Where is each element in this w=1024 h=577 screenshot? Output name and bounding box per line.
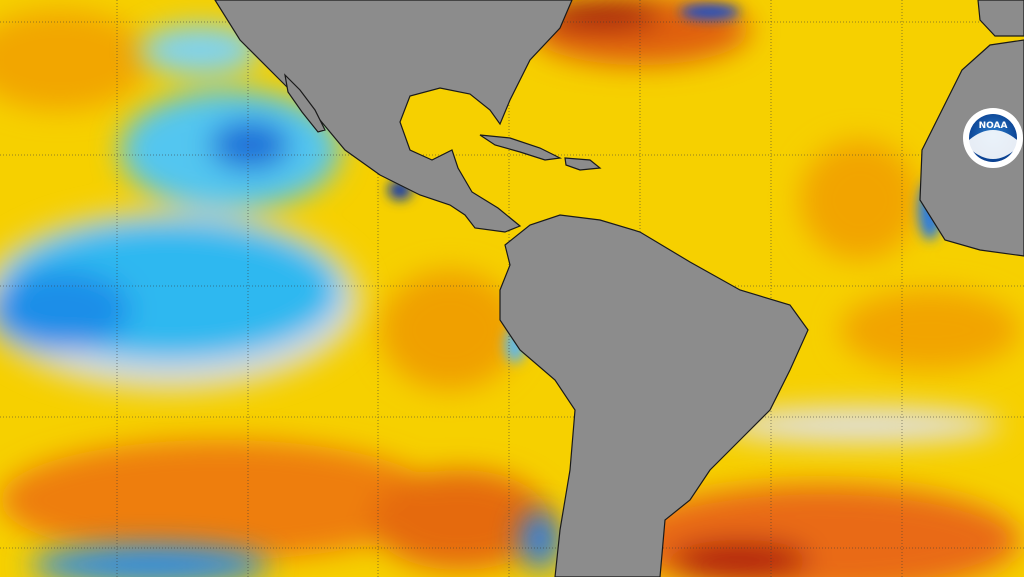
cuba: [479, 134, 563, 161]
baja-california: [284, 73, 326, 133]
europe: [977, 0, 1024, 37]
noaa-logo: NOAA: [963, 108, 1023, 168]
hispaniola: [564, 157, 602, 171]
cool-patches: [0, 25, 1000, 577]
north-central-america: [214, 0, 573, 233]
south-america: [499, 214, 809, 577]
logo-text: NOAA: [979, 121, 1008, 131]
logo-wave: [969, 130, 1017, 159]
